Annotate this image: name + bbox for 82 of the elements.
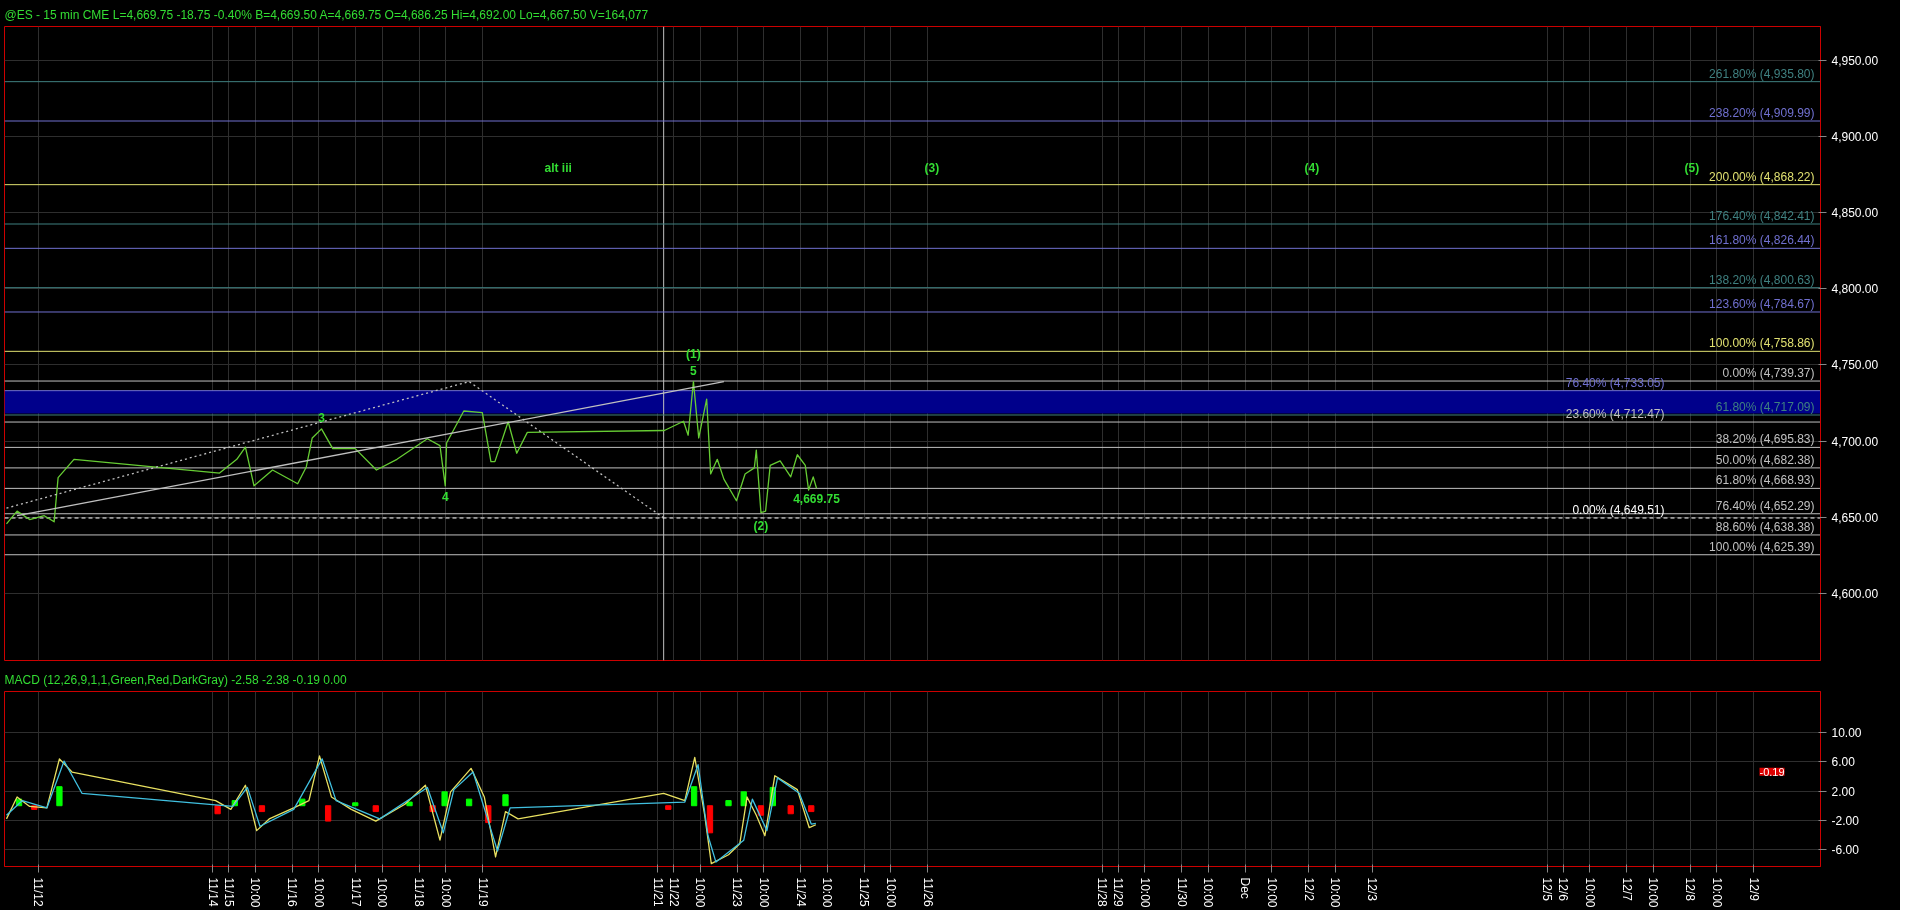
x-tick-label: 12/8 — [1683, 877, 1698, 902]
x-tick-label: 10:00 — [883, 877, 898, 908]
ref-line-label: 23.60% (4,712.47) — [1565, 407, 1665, 422]
x-tick-label: 10:00 — [438, 877, 453, 908]
ref-line-label: 176.40% (4,842.41) — [1709, 209, 1815, 223]
x-tick-label: 11/19 — [475, 877, 490, 907]
x-tick-label: 10:00 — [1646, 877, 1661, 908]
x-tick-label: 10:00 — [1201, 877, 1216, 908]
annotation: 5 — [690, 363, 698, 378]
annotation: 4,669.75 — [793, 492, 841, 507]
annotation: alt iii — [544, 161, 572, 176]
x-tick-label: 11/30 — [1174, 877, 1189, 907]
ref-line-label: 38.20% (4,695.83) — [1715, 432, 1815, 447]
x-tick-label: 10:00 — [693, 877, 708, 908]
ref-line-label: 50.00% (4,682.38) — [1715, 452, 1815, 467]
annotation: 3 — [318, 410, 326, 425]
chart-title: @ES - 15 min CME L=4,669.75 -18.75 -0.40% B=4,669.50 A=4,669.75 O=4,686.25 Hi=4,692.00 Lo=4,667.50 V=164,077 — [4, 7, 649, 22]
y-tick-label: -2.00 — [1831, 813, 1860, 828]
x-tick-label: 10:00 — [1709, 877, 1724, 908]
ref-line-label: 200.00% (4,868.22) — [1709, 169, 1815, 184]
ref-line-label: 76.40% (4,652.29) — [1715, 498, 1815, 513]
x-tick-label: 11/18 — [412, 877, 427, 907]
x-tick-label: 11/12 — [31, 877, 46, 907]
annotation: (3) — [924, 161, 940, 176]
x-tick-label: 12/7 — [1619, 877, 1634, 902]
ref-line-label: 161.80% (4,826.44) — [1709, 233, 1815, 248]
x-tick-label: 11/21 — [650, 877, 665, 907]
ref-line-label: 61.80% (4,668.93) — [1715, 473, 1815, 488]
ref-line-label: 123.60% (4,784.67) — [1709, 297, 1815, 311]
y-tick-label: 4,950.00 — [1831, 53, 1879, 68]
x-tick-label: 11/26 — [920, 877, 935, 907]
ref-line-label: 100.00% (4,625.39) — [1709, 539, 1815, 554]
ref-line-label: 138.20% (4,800.63) — [1709, 272, 1815, 287]
chart-title: MACD (12,26,9,1,1,Green,Red,DarkGray) -2.58 -2.38 -0.19 0.00 — [4, 672, 347, 687]
x-tick-label: 12/2 — [1301, 877, 1316, 902]
x-tick-label: 11/15 — [221, 877, 236, 907]
y-tick-label: 2.00 — [1831, 784, 1856, 799]
annotation: -0.19 — [1759, 765, 1785, 778]
y-tick-label: -6.00 — [1831, 843, 1860, 858]
x-tick-label: 12/9 — [1746, 877, 1761, 902]
x-tick-label: Dec — [1238, 877, 1253, 899]
x-tick-label: 12/5 — [1540, 877, 1555, 902]
ref-line-label: 88.60% (4,638.38) — [1715, 519, 1815, 534]
ref-line-label: 261.80% (4,935.80) — [1709, 66, 1815, 81]
x-tick-label: 10:00 — [375, 877, 390, 908]
x-tick-label: 11/25 — [857, 877, 872, 907]
y-tick-label: 4,650.00 — [1831, 510, 1879, 525]
ref-line-label: 61.80% (4,717.09) — [1715, 399, 1815, 414]
x-tick-label: 10:00 — [311, 877, 326, 908]
x-tick-label: 11/16 — [285, 877, 300, 907]
x-tick-label: 10:00 — [1582, 877, 1597, 908]
x-tick-label: 11/14 — [205, 877, 220, 907]
x-tick-label: 12/3 — [1365, 877, 1380, 902]
ref-line-label: 0.00% (4,739.37) — [1722, 366, 1815, 381]
y-tick-label: 4,800.00 — [1831, 282, 1879, 297]
ref-line-label: 238.20% (4,909.99) — [1709, 106, 1815, 121]
x-tick-label: 10:00 — [756, 877, 771, 908]
y-tick-label: 4,900.00 — [1831, 129, 1879, 144]
x-tick-label: 11/22 — [666, 877, 681, 907]
annotation: (5) — [1684, 161, 1700, 176]
ref-line-label: 100.00% (4,758.86) — [1709, 336, 1815, 351]
x-tick-label: 10:00 — [1264, 877, 1279, 908]
x-tick-label: 10:00 — [248, 877, 263, 908]
ref-line-label: 76.40% (4,733.05) — [1565, 375, 1665, 390]
y-tick-label: 6.00 — [1831, 755, 1856, 770]
x-tick-label: 11/23 — [730, 877, 745, 907]
x-tick-label: 10:00 — [1137, 877, 1152, 908]
annotation: (2) — [753, 518, 769, 533]
x-tick-label: 10:00 — [820, 877, 835, 908]
annotation: (4) — [1304, 161, 1320, 176]
y-tick-label: 10.00 — [1831, 726, 1862, 740]
x-tick-label: 11/29 — [1111, 877, 1126, 907]
x-tick-label: 11/17 — [348, 877, 363, 907]
x-tick-label: 11/24 — [793, 877, 808, 907]
x-tick-label: 10:00 — [1328, 877, 1343, 908]
y-tick-label: 4,600.00 — [1831, 586, 1879, 601]
x-tick-label: 11/28 — [1095, 877, 1110, 907]
y-tick-label: 4,850.00 — [1831, 205, 1879, 220]
annotation: 4 — [441, 489, 449, 504]
y-tick-label: 4,750.00 — [1831, 358, 1879, 373]
x-tick-label: 12/6 — [1556, 877, 1571, 902]
y-tick-label: 4,700.00 — [1831, 434, 1879, 449]
